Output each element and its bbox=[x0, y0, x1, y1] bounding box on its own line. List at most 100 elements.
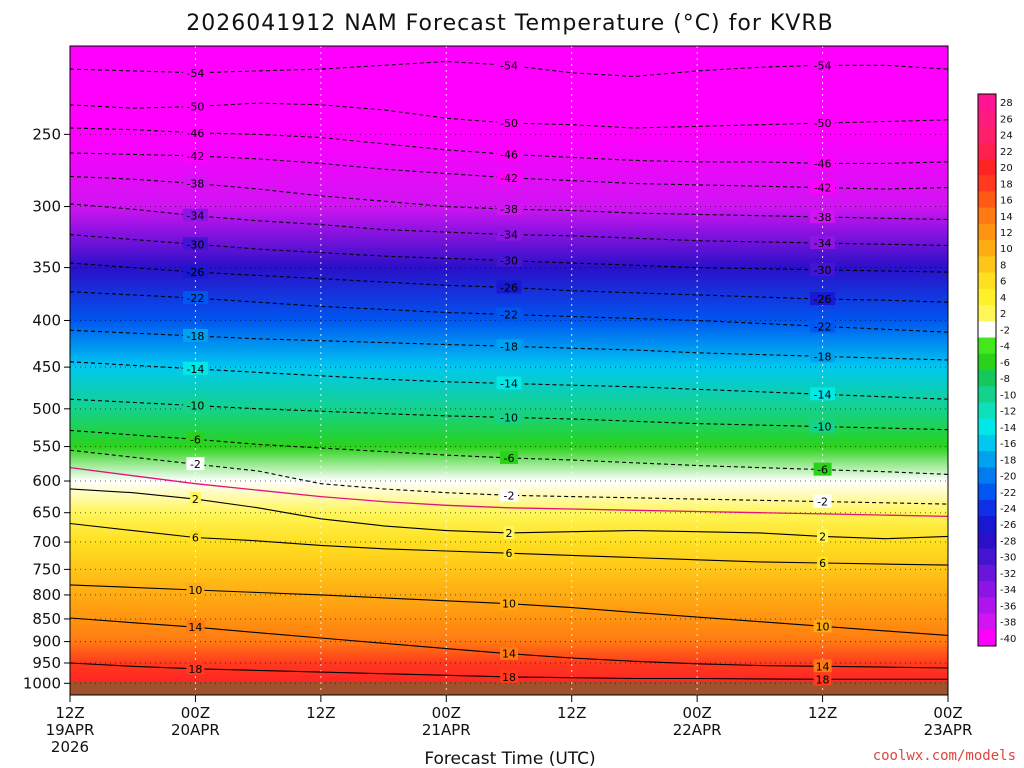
x-tick-label: 00Z bbox=[933, 704, 962, 722]
contour-label-bg bbox=[810, 156, 836, 170]
colorbar-swatch bbox=[978, 418, 996, 436]
x-tick-label: 12Z bbox=[808, 704, 837, 722]
contour-label: -6 bbox=[817, 464, 828, 477]
colorbar-swatch bbox=[978, 175, 996, 192]
y-tick-label: 650 bbox=[32, 504, 61, 522]
contour-label: -50 bbox=[500, 117, 518, 130]
contour-label-bg bbox=[496, 170, 522, 184]
colorbar-label: 22 bbox=[1000, 147, 1013, 158]
colorbar-label: -6 bbox=[1000, 358, 1010, 369]
contour-label-bg bbox=[810, 236, 836, 250]
contour-label: 6 bbox=[819, 557, 826, 570]
contour-label-bg bbox=[186, 582, 205, 596]
contour-label-bg bbox=[810, 387, 836, 401]
y-tick-label: 600 bbox=[32, 472, 61, 490]
credit-link[interactable]: coolwx.com/models bbox=[873, 748, 1016, 764]
contour-label-bg bbox=[496, 58, 522, 72]
contour-label: -34 bbox=[500, 229, 518, 242]
colorbar-swatch bbox=[978, 240, 996, 257]
contour-label: -26 bbox=[500, 281, 518, 294]
contour-label-bg bbox=[810, 262, 836, 276]
contour-lines: -54 -54 -54 -50 -50 -50 -46 -46 -46 -42 -42 -42 -38 -… bbox=[70, 58, 948, 686]
x-tick-label: 23APR bbox=[924, 721, 973, 739]
contour-label: -38 bbox=[186, 177, 204, 190]
colorbar-swatch bbox=[978, 353, 996, 371]
contour-label-bg bbox=[813, 462, 832, 476]
colorbar-swatch bbox=[978, 548, 996, 566]
colorbar-label: 8 bbox=[1000, 260, 1006, 271]
contour-label: -34 bbox=[186, 210, 204, 223]
contour-label-bg bbox=[496, 202, 522, 216]
contour-label-bg bbox=[813, 672, 832, 686]
contour-label: -18 bbox=[814, 350, 832, 363]
contour-label: -2 bbox=[504, 489, 515, 502]
y-tick-label: 950 bbox=[32, 654, 61, 672]
colorbar-swatch bbox=[978, 305, 996, 322]
colorbar-label: -32 bbox=[1000, 569, 1016, 580]
contour-label-bg bbox=[810, 209, 836, 223]
x-tick-label: 19APR bbox=[46, 721, 95, 739]
contour-label: -42 bbox=[186, 150, 204, 163]
x-axis-label: Forecast Time (UTC) bbox=[424, 749, 595, 768]
colorbar-label: -26 bbox=[1000, 520, 1016, 531]
contour-label: -18 bbox=[186, 330, 204, 343]
colorbar: 28 26 24 22 20 18 16 14 12 10 8 6 4 2 -2 -4 -6 -8 -10 -12 -1… bbox=[977, 93, 1016, 647]
contour-label: 6 bbox=[506, 547, 513, 560]
colorbar-label: 10 bbox=[1000, 244, 1013, 255]
contour-label-bg bbox=[182, 237, 208, 251]
contour-label-bg bbox=[182, 361, 208, 375]
contour-label: -50 bbox=[186, 100, 204, 113]
contour-label: 10 bbox=[502, 598, 516, 611]
colorbar-label: -40 bbox=[1000, 634, 1016, 645]
colorbar-label: 14 bbox=[1000, 212, 1013, 223]
contour-label: 2 bbox=[819, 530, 826, 543]
colorbar-label: 6 bbox=[1000, 277, 1006, 288]
colorbar-label: -22 bbox=[1000, 488, 1016, 499]
colorbar-swatch bbox=[978, 142, 996, 160]
colorbar-label: 4 bbox=[1000, 293, 1006, 304]
contour-label: -26 bbox=[186, 266, 204, 279]
colorbar-label: 16 bbox=[1000, 196, 1013, 207]
y-tick-label: 500 bbox=[32, 400, 61, 418]
contour-label-bg bbox=[182, 208, 208, 222]
contour-label: -42 bbox=[500, 172, 518, 185]
colorbar-label: -34 bbox=[1000, 585, 1016, 596]
colorbar-swatch bbox=[978, 402, 996, 420]
colorbar-label: -30 bbox=[1000, 553, 1016, 564]
contour-label-bg bbox=[496, 280, 522, 294]
contour-label-bg bbox=[496, 307, 522, 321]
colorbar-label: 24 bbox=[1000, 131, 1013, 142]
contour-label-bg bbox=[182, 65, 208, 79]
contour-label-bg bbox=[810, 419, 836, 433]
colorbar-swatch bbox=[978, 483, 996, 501]
colorbar-swatch bbox=[978, 451, 996, 468]
plot-frame bbox=[69, 45, 949, 696]
contour-label: -38 bbox=[500, 203, 518, 216]
contour-label: -30 bbox=[186, 238, 204, 251]
x-tick-label: 12Z bbox=[306, 704, 335, 722]
contour-label: -14 bbox=[814, 388, 832, 401]
colorbar-label: -10 bbox=[1000, 390, 1016, 401]
y-tick-label: 850 bbox=[32, 610, 61, 628]
colorbar-swatch bbox=[978, 467, 996, 485]
contour-label: 14 bbox=[816, 660, 830, 673]
y-tick-label: 800 bbox=[32, 586, 61, 604]
contour-label: -10 bbox=[500, 411, 518, 424]
x-tick-label: 2026 bbox=[51, 738, 89, 756]
contour-label-bg bbox=[182, 125, 208, 139]
y-tick-label: 350 bbox=[32, 259, 61, 277]
y-tick-label: 750 bbox=[32, 560, 61, 578]
colorbar-label: -18 bbox=[1000, 455, 1016, 466]
contour-label-bg bbox=[813, 659, 832, 673]
contour-label-bg bbox=[810, 180, 836, 194]
contour-label-bg bbox=[189, 492, 201, 506]
x-tick-label: 21APR bbox=[422, 721, 471, 739]
colorbar-swatch bbox=[978, 337, 996, 355]
contour-label-bg bbox=[496, 147, 522, 161]
contour-label: -54 bbox=[814, 59, 832, 72]
y-tick-label: 400 bbox=[32, 311, 61, 329]
contour-label: 18 bbox=[816, 673, 830, 686]
contour-label: -22 bbox=[500, 308, 518, 321]
contour-label: -54 bbox=[186, 67, 204, 80]
